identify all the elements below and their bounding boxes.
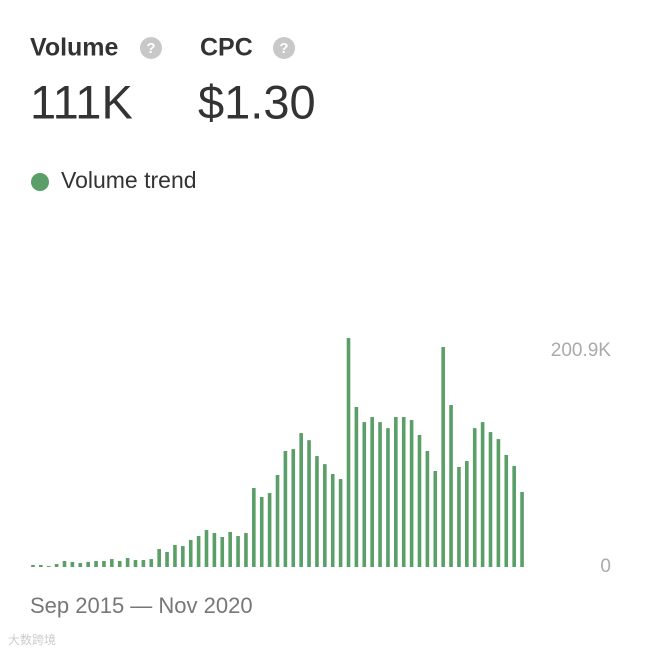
y-tick-label: 0 <box>600 556 611 577</box>
metric-label: Volume <box>30 34 119 62</box>
metric-value: $1.30 <box>198 75 316 128</box>
bar <box>362 422 367 567</box>
bar <box>330 474 335 567</box>
bar <box>259 497 264 567</box>
bar <box>370 417 374 567</box>
bar <box>188 540 193 567</box>
bar <box>86 561 90 567</box>
bar <box>409 420 414 567</box>
bar <box>39 564 43 567</box>
bar <box>480 422 485 567</box>
bar <box>307 440 311 567</box>
help-icon[interactable] <box>140 37 162 59</box>
help-glyph: ? <box>146 40 155 57</box>
bar <box>283 451 288 567</box>
watermark: 大数跨境 <box>8 632 56 647</box>
bar <box>54 563 59 567</box>
bar <box>62 560 67 567</box>
bar <box>252 487 256 567</box>
bar <box>520 491 524 567</box>
bar <box>401 417 406 567</box>
bar <box>315 456 319 567</box>
bar <box>204 530 209 567</box>
bar <box>449 404 453 567</box>
bar <box>338 479 343 567</box>
bar <box>465 461 469 567</box>
bar <box>488 432 493 567</box>
bar <box>267 493 272 567</box>
bar <box>291 449 296 567</box>
bar <box>472 428 477 567</box>
bar <box>378 422 382 567</box>
bar <box>133 560 138 567</box>
bar <box>94 560 98 567</box>
bar <box>149 559 154 567</box>
bar <box>110 559 114 567</box>
date-range: Sep 2015 — Nov 2020 <box>30 593 253 618</box>
bar <box>228 531 232 567</box>
help-icon[interactable] <box>273 37 295 59</box>
bar <box>173 544 177 567</box>
legend-label: Volume trend <box>61 167 197 193</box>
bar <box>346 338 351 567</box>
bar <box>417 434 422 567</box>
bar <box>165 551 169 567</box>
bar <box>441 347 445 567</box>
y-tick-label: 200.9K <box>551 340 612 361</box>
bar <box>386 428 390 567</box>
bar <box>323 464 327 567</box>
metric-label: CPC <box>200 34 253 62</box>
bar <box>157 549 161 567</box>
legend-marker <box>31 173 49 191</box>
bar <box>433 471 438 567</box>
bar <box>212 533 217 567</box>
bar <box>496 439 501 567</box>
help-glyph: ? <box>279 40 288 57</box>
bar <box>425 451 430 567</box>
bar <box>31 564 35 567</box>
bar <box>354 407 359 567</box>
bar <box>102 560 106 567</box>
bar <box>457 467 461 567</box>
bar <box>236 536 240 567</box>
bar <box>70 561 75 567</box>
bar <box>78 563 83 567</box>
bar <box>125 557 130 567</box>
bar <box>299 433 303 567</box>
bar <box>141 560 146 567</box>
bar <box>394 417 398 567</box>
bar <box>220 537 225 567</box>
bar <box>117 560 122 567</box>
bar <box>504 454 509 567</box>
bar <box>275 474 280 567</box>
metric-value: 111K <box>30 75 133 128</box>
bar <box>181 546 185 567</box>
bar <box>196 536 201 567</box>
bar <box>244 533 248 567</box>
bar <box>46 566 51 567</box>
bar <box>512 465 516 567</box>
